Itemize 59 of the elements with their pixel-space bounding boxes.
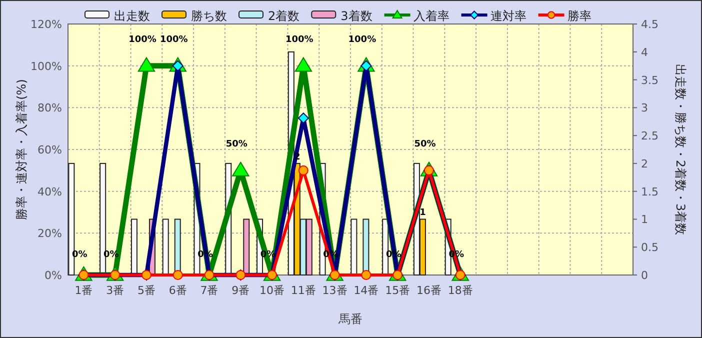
legend-label: 3着数 <box>340 9 372 23</box>
y-tick-label: 80% <box>38 102 62 115</box>
x-tick-label: 9番 <box>232 284 250 297</box>
x-tick-label: 5番 <box>137 284 156 297</box>
y2-tick-label: 0.5 <box>641 241 658 254</box>
data-label: 100% <box>286 34 314 45</box>
legend-label: 連対率 <box>490 9 526 23</box>
legend-label: 勝ち数 <box>191 9 227 23</box>
data-label: 0% <box>260 250 276 260</box>
y2-tick-label: 1 <box>641 213 648 226</box>
y2-tick-label: 1.5 <box>641 185 658 198</box>
y-tick-label: 120% <box>30 18 62 31</box>
point <box>361 270 372 280</box>
x-tick-label: 18番 <box>448 284 473 297</box>
data-label: 0% <box>323 250 338 260</box>
y-tick-label: 20% <box>38 227 62 240</box>
y-tick-label: 40% <box>38 185 62 198</box>
x-axis-title: 馬番 <box>338 312 362 326</box>
point <box>138 57 156 72</box>
legend-label: 出走数 <box>114 9 150 23</box>
bar <box>350 218 358 276</box>
y2-tick-label: 2 <box>641 157 648 170</box>
point <box>298 112 309 124</box>
point <box>298 165 308 176</box>
data-label: 1 <box>420 208 426 218</box>
y2-tick-label: 2.5 <box>641 130 658 143</box>
y-tick-label: 0% <box>44 269 62 282</box>
y2-tick-label: 0 <box>641 269 648 282</box>
data-label: 100% <box>348 34 376 45</box>
x-tick-label: 6番 <box>168 284 187 297</box>
bar <box>162 218 169 276</box>
data-label: 50% <box>414 139 436 150</box>
point <box>172 270 183 280</box>
x-tick-label: 1番 <box>74 284 93 297</box>
legend-label: 入着率 <box>413 9 450 23</box>
x-tick-label: 13番 <box>322 284 348 297</box>
y2-axis-title: 出走数・勝ち数・2着数・3着数 <box>674 64 688 236</box>
x-tick-label: 3番 <box>106 284 124 297</box>
data-label: 100% <box>160 34 188 45</box>
y2-tick-label: 4.5 <box>641 18 658 31</box>
x-tick-label: 16番 <box>416 284 442 297</box>
legend-label: 勝率 <box>567 9 592 23</box>
data-label: 100% <box>128 34 156 45</box>
x-tick-label: 11番 <box>290 284 316 297</box>
y2-tick-label: 3.5 <box>641 74 658 87</box>
data-label: 50% <box>226 139 248 150</box>
legend-label: 2着数 <box>268 9 300 23</box>
y-axis-title: 勝率・連対率・入着率(%) <box>14 79 28 220</box>
y-tick-label: 100% <box>30 60 62 73</box>
y2-tick-label: 4 <box>641 46 648 59</box>
data-label: 0% <box>198 250 213 260</box>
point <box>294 57 312 72</box>
point <box>232 162 250 176</box>
x-tick-label: 14番 <box>354 284 379 297</box>
y2-tick-label: 3 <box>641 102 648 115</box>
y-tick-label: 60% <box>38 144 62 156</box>
x-tick-label: 10番 <box>260 284 285 297</box>
x-tick-label: 15番 <box>385 284 410 297</box>
x-tick-label: 7番 <box>200 284 218 297</box>
